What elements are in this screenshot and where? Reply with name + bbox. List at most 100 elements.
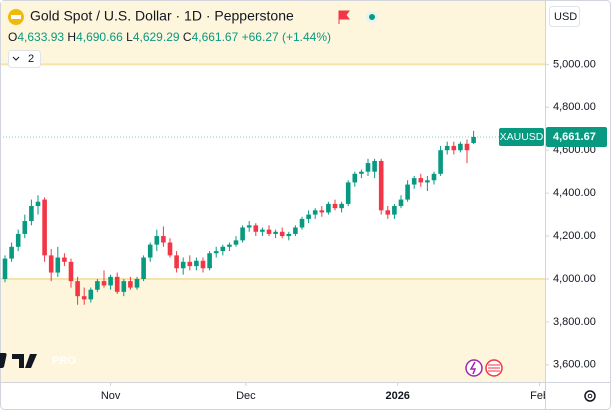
candle-body — [372, 160, 377, 172]
y-tick-label: 4,600.00 — [553, 144, 596, 156]
currency: USD — [554, 11, 577, 23]
symbol-badge — [499, 127, 544, 146]
candle-body — [75, 281, 80, 297]
candle-body — [62, 257, 67, 262]
candle-body — [326, 203, 331, 213]
candle-body — [260, 229, 265, 232]
candle-body — [114, 276, 120, 292]
candle-body — [398, 199, 404, 207]
candle-body — [246, 225, 252, 228]
ohlc-key: C — [183, 30, 192, 44]
candle-body — [458, 143, 463, 151]
candle-body — [220, 246, 226, 252]
candle-body — [161, 236, 166, 243]
candle-body — [15, 233, 21, 247]
candle-body — [9, 246, 14, 259]
candle-body — [128, 281, 133, 288]
plot-area — [1, 1, 545, 382]
indicator-toggle[interactable] — [8, 50, 41, 68]
y-tick-label: 4,400.00 — [553, 187, 596, 199]
candle-body — [154, 236, 160, 245]
candle-body — [299, 218, 305, 228]
candle-body — [266, 229, 272, 234]
flag-stripes — [488, 364, 500, 372]
candle-body — [385, 210, 391, 215]
ohlc-value: 4,633.93 — [17, 30, 64, 44]
candle-body — [141, 257, 146, 279]
shaded-band — [1, 278, 545, 382]
candle-body — [180, 261, 186, 269]
candle-body — [35, 201, 41, 207]
candle-body — [293, 227, 298, 234]
candle-body — [425, 180, 430, 183]
candle-body — [174, 255, 179, 269]
candle-body — [81, 296, 87, 300]
candle-body — [418, 178, 424, 183]
candle-body — [42, 199, 47, 256]
candle-body — [108, 276, 113, 286]
ohlc-value: 4,690.66 — [76, 30, 123, 44]
y-tick-label: 3,800.00 — [553, 316, 596, 328]
ohlc-key: L — [126, 30, 133, 44]
price-label: 4,661.67 — [553, 131, 596, 143]
candle-body — [438, 150, 443, 174]
candle-body — [411, 178, 417, 185]
candle-body — [134, 278, 140, 288]
candle-body — [392, 206, 397, 215]
candle-body — [444, 145, 450, 151]
candle-body — [273, 231, 278, 234]
chevron-icon — [12, 56, 20, 61]
candle-body — [471, 136, 476, 143]
indicator-count: 2 — [28, 53, 34, 65]
x-tick-label: Dec — [236, 390, 256, 402]
candle-body — [286, 233, 292, 237]
x-tick-label: Nov — [101, 390, 121, 402]
ohlc-key: O — [8, 30, 17, 44]
y-tick-label: 3,600.00 — [553, 359, 596, 371]
candle-body — [121, 281, 127, 292]
candle-body — [279, 231, 285, 237]
candle-body — [101, 281, 107, 286]
candle-body — [345, 182, 351, 204]
ohlc-value: 4,661.67 — [192, 30, 239, 44]
event-bolt — [469, 361, 477, 375]
symbol-title: Gold Spot / U.S. Dollar · 1D · Peppersto… — [30, 8, 294, 24]
candle-body — [22, 221, 28, 234]
candle-body — [194, 260, 199, 267]
y-tick-label: 4,000.00 — [553, 273, 596, 285]
currency-button[interactable] — [549, 6, 580, 27]
candle-body — [200, 260, 206, 269]
candle-body — [68, 261, 74, 282]
x-tick-label: 2026 — [385, 390, 409, 402]
candle-body — [95, 281, 100, 290]
x-axis: Nov Dec 2026 Feb — [101, 383, 549, 402]
pro-label: PRO — [52, 355, 76, 367]
settings-icon[interactable] — [584, 390, 596, 402]
candle-body — [332, 203, 338, 209]
candle-body — [312, 210, 318, 215]
candle-body — [431, 173, 437, 181]
symbol-label: XAUUSD — [500, 131, 544, 143]
event-icon[interactable] — [465, 359, 483, 377]
candle-body — [213, 251, 219, 254]
status-dot — [369, 14, 375, 20]
candle-body — [464, 143, 470, 151]
candle-body — [352, 173, 358, 183]
tv-logo — [12, 354, 37, 368]
y-tick-label: 4,200.00 — [553, 230, 596, 242]
change: +66.27 (+1.44%) — [242, 30, 331, 44]
candle-body — [207, 253, 212, 269]
candle-body — [147, 244, 153, 258]
candle-body — [48, 255, 54, 273]
candle-body — [378, 160, 384, 211]
y-tick-label: 5,000.00 — [553, 58, 596, 70]
candle-body — [319, 210, 325, 213]
candle-body — [29, 206, 34, 222]
candle-body — [240, 227, 245, 241]
candle-body — [253, 225, 259, 232]
candle-body — [2, 258, 8, 279]
x-tick-label: Feb — [530, 390, 549, 402]
candle-body — [167, 242, 173, 256]
